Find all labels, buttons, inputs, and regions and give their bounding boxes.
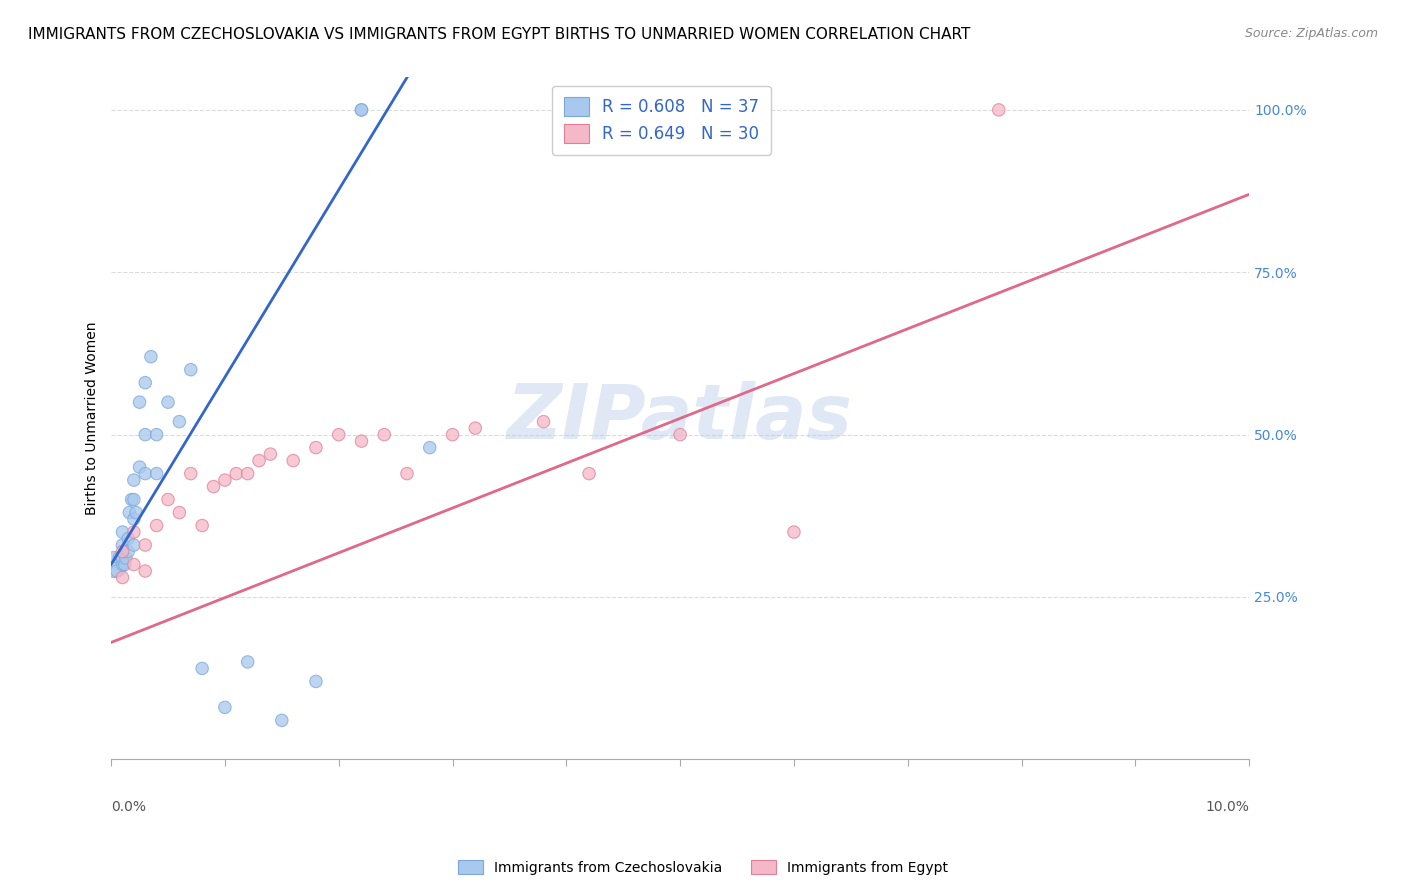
Point [111, 524, 134, 539]
Point [125, 506, 148, 520]
Point [156, 395, 179, 409]
Point [669, 427, 692, 442]
Text: ZIPatlas: ZIPatlas [508, 382, 853, 456]
Point [145, 518, 167, 533]
Text: Source: ZipAtlas.com: Source: ZipAtlas.com [1244, 27, 1378, 40]
Point [134, 564, 156, 578]
Point [441, 427, 464, 442]
Point [783, 524, 806, 539]
Point [259, 447, 281, 461]
Point [225, 467, 247, 481]
Point [578, 467, 600, 481]
Point [111, 538, 134, 552]
Point [114, 558, 136, 572]
Point [122, 524, 145, 539]
Point [122, 492, 145, 507]
Point [191, 518, 214, 533]
Point [115, 551, 138, 566]
Point [134, 427, 156, 442]
Point [533, 415, 555, 429]
Point [214, 700, 236, 714]
Legend: Immigrants from Czechoslovakia, Immigrants from Egypt: Immigrants from Czechoslovakia, Immigran… [453, 855, 953, 880]
Point [373, 427, 395, 442]
Point [236, 467, 259, 481]
Point [128, 460, 150, 475]
Y-axis label: Births to Unmarried Women: Births to Unmarried Women [86, 322, 100, 516]
Point [103, 558, 125, 572]
Point [134, 376, 156, 390]
Point [270, 714, 292, 728]
Legend: R = 0.608   N = 37, R = 0.649   N = 30: R = 0.608 N = 37, R = 0.649 N = 30 [553, 86, 770, 155]
Point [283, 453, 305, 467]
Point [111, 544, 134, 558]
Point [180, 467, 202, 481]
Point [419, 441, 441, 455]
Point [987, 103, 1010, 117]
Point [156, 492, 179, 507]
Point [108, 551, 131, 566]
Point [121, 492, 143, 507]
Point [111, 558, 134, 572]
Point [111, 570, 134, 584]
Point [169, 506, 191, 520]
Point [122, 538, 145, 552]
Point [191, 661, 214, 675]
Point [128, 395, 150, 409]
Point [350, 103, 373, 117]
Text: 0.0%: 0.0% [111, 800, 146, 814]
Point [305, 441, 328, 455]
Point [139, 350, 162, 364]
Point [122, 512, 145, 526]
Point [145, 467, 167, 481]
Point [145, 427, 167, 442]
Point [350, 434, 373, 449]
Point [134, 538, 156, 552]
Point [169, 415, 191, 429]
Point [247, 453, 270, 467]
Point [328, 427, 350, 442]
Point [105, 564, 128, 578]
Point [134, 467, 156, 481]
Text: IMMIGRANTS FROM CZECHOSLOVAKIA VS IMMIGRANTS FROM EGYPT BIRTHS TO UNMARRIED WOME: IMMIGRANTS FROM CZECHOSLOVAKIA VS IMMIGR… [28, 27, 970, 42]
Point [214, 473, 236, 487]
Point [122, 558, 145, 572]
Point [350, 103, 373, 117]
Point [236, 655, 259, 669]
Point [117, 544, 139, 558]
Point [111, 551, 134, 566]
Point [464, 421, 486, 435]
Point [122, 473, 145, 487]
Point [180, 362, 202, 376]
Point [202, 479, 225, 493]
Point [305, 674, 328, 689]
Text: 10.0%: 10.0% [1205, 800, 1249, 814]
Point [118, 506, 141, 520]
Point [117, 532, 139, 546]
Point [395, 467, 418, 481]
